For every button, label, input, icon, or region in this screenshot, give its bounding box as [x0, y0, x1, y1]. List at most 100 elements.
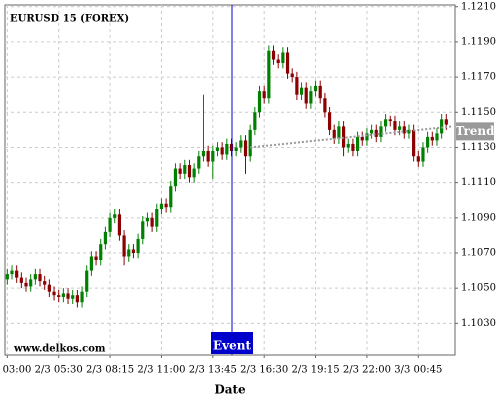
- x-tick-label: 2/3 19:15: [292, 365, 340, 376]
- candle-body: [295, 77, 299, 95]
- y-tick-label: 1.1210: [461, 1, 496, 12]
- candle-body: [141, 221, 145, 239]
- candle-body: [192, 168, 196, 178]
- candle-body: [66, 293, 70, 299]
- candle-body: [285, 52, 290, 74]
- y-tick-label: 1.1050: [461, 283, 496, 294]
- candle-body: [75, 295, 79, 303]
- candle-body: [430, 136, 434, 141]
- candle-body: [444, 119, 448, 125]
- candle-body: [19, 277, 23, 283]
- candle-body: [435, 133, 439, 141]
- y-tick-label: 1.1090: [461, 212, 496, 223]
- candle-body: [94, 256, 98, 261]
- y-tick-label: 1.1130: [461, 142, 496, 153]
- candle-body: [173, 168, 178, 187]
- candle-body: [220, 147, 224, 155]
- candle-body: [337, 126, 341, 139]
- candle-body: [360, 136, 364, 141]
- candle-body: [440, 119, 444, 134]
- candle-body: [248, 129, 252, 157]
- candle-body: [304, 87, 308, 104]
- y-tick-label: 1.1190: [461, 36, 496, 47]
- candle-body: [15, 270, 19, 278]
- candle-body: [57, 295, 61, 297]
- candle-body: [346, 143, 350, 148]
- candle-body: [155, 209, 159, 227]
- candle-body: [89, 256, 93, 271]
- candle-body: [421, 147, 425, 162]
- candle-body: [257, 91, 262, 113]
- candle-body: [313, 85, 318, 92]
- candle-body: [309, 91, 313, 104]
- candle-body: [267, 50, 271, 99]
- candle-body: [332, 129, 336, 139]
- candle-body: [281, 52, 285, 64]
- x-axis-label: Date: [214, 383, 246, 397]
- candle-body: [384, 119, 388, 127]
- candle-body: [150, 217, 154, 227]
- candle-body: [388, 119, 392, 122]
- candle-body: [145, 217, 150, 222]
- candle-body: [33, 274, 37, 280]
- candle-body: [47, 284, 51, 292]
- candle-body: [206, 150, 210, 162]
- trend-label-box: [456, 122, 494, 141]
- candle-body: [113, 214, 117, 218]
- candle-body: [369, 129, 374, 134]
- candle-body: [412, 129, 416, 157]
- x-tick-label: 2/3 11:00: [137, 365, 185, 376]
- candle-body: [229, 143, 234, 151]
- candle-body: [136, 238, 140, 253]
- candle-body: [234, 147, 238, 151]
- candle-body: [398, 126, 402, 130]
- candle-body: [127, 249, 131, 257]
- candle-body: [85, 270, 89, 292]
- candle-body: [187, 165, 192, 178]
- candle-body: [211, 150, 215, 162]
- candle-body: [243, 140, 248, 157]
- x-tick-label: 2/3 22:00: [343, 365, 391, 376]
- candle-body: [407, 129, 411, 134]
- candle-body: [253, 112, 257, 130]
- candle-body: [374, 129, 378, 137]
- candle-body: [61, 293, 65, 297]
- candle-body: [379, 126, 383, 137]
- candle-body: [159, 203, 164, 210]
- event-label: Event: [213, 339, 251, 353]
- candle-body: [24, 282, 28, 287]
- x-tick-label: 2/3 03:00: [0, 365, 31, 376]
- candle-body: [276, 59, 280, 64]
- candle-body: [99, 244, 103, 261]
- plot-area: [4, 4, 456, 356]
- candle-body: [402, 126, 406, 134]
- watermark: www.delkos.com: [13, 344, 106, 355]
- candle-body: [351, 143, 355, 151]
- x-tick-label: 2/3 08:15: [86, 365, 134, 376]
- candle-body: [38, 274, 42, 282]
- candle-body: [5, 274, 9, 280]
- y-tick-label: 1.1170: [461, 72, 496, 83]
- candle-body: [122, 235, 126, 257]
- candle-body: [426, 136, 430, 148]
- candle-body: [164, 203, 168, 208]
- trend-label: Trend: [455, 124, 495, 138]
- event-label-box: [211, 332, 253, 354]
- y-tick-label: 1.1030: [461, 318, 496, 329]
- candle-body: [52, 291, 56, 296]
- candle-body: [178, 168, 182, 174]
- candle-body: [131, 249, 136, 253]
- candle-body: [117, 214, 122, 236]
- chart-title: EURUSD 15 (FOREX): [10, 14, 129, 25]
- candle-body: [262, 91, 266, 99]
- x-tick-label: 3/3 00:45: [394, 365, 442, 376]
- candle-body: [10, 270, 14, 275]
- x-tick-label: 2/3 05:30: [35, 365, 83, 376]
- candle-body: [108, 217, 112, 232]
- candle-body: [416, 156, 420, 162]
- candle-body: [271, 50, 276, 60]
- candle-body: [299, 87, 304, 95]
- candle-body: [215, 147, 220, 151]
- y-tick-label: 1.1150: [461, 107, 496, 118]
